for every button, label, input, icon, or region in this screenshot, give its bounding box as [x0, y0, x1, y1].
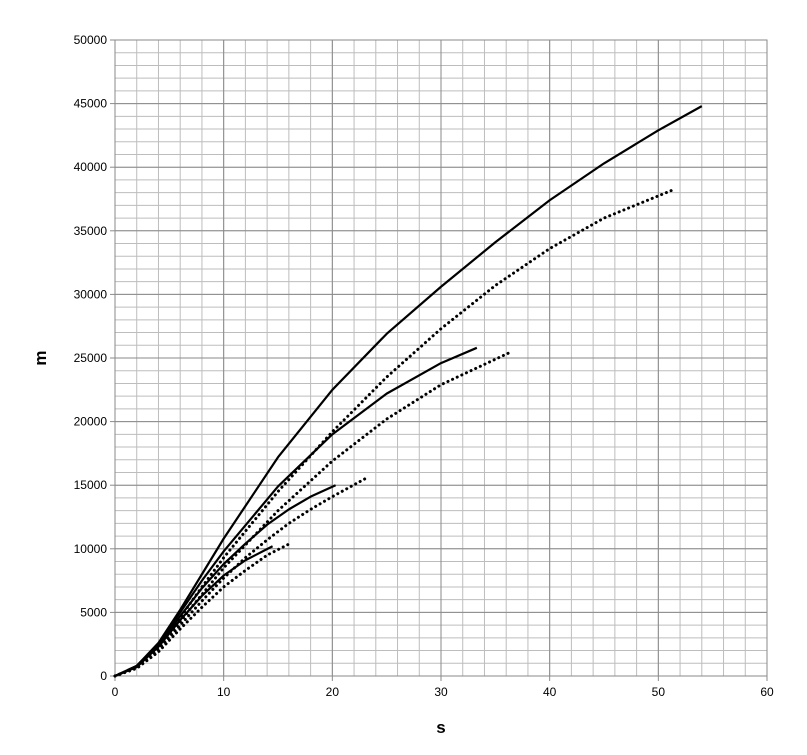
x-tick-label: 10	[217, 685, 231, 699]
series-line	[113, 540, 294, 678]
x-tick-label: 20	[326, 685, 340, 699]
x-tick-label: 0	[112, 685, 119, 699]
y-tick-label: 45000	[74, 97, 108, 111]
y-tick-label: 20000	[74, 415, 108, 429]
series-line	[114, 105, 703, 677]
x-tick-label: 40	[543, 685, 557, 699]
x-axis-label: s	[436, 718, 445, 737]
series-line	[113, 477, 367, 678]
y-tick-label: 35000	[74, 224, 108, 238]
y-tick-label: 25000	[74, 351, 108, 365]
x-tick-label: 50	[652, 685, 666, 699]
y-tick-label: 50000	[74, 33, 108, 47]
series-line	[113, 350, 514, 678]
plot-border	[114, 39, 768, 677]
y-tick-label: 30000	[74, 287, 108, 301]
x-tick-label: 30	[434, 685, 448, 699]
y-tick-label: 0	[100, 669, 107, 683]
series-line	[114, 545, 274, 678]
y-tick-label: 10000	[74, 542, 108, 556]
y-axis-label: m	[31, 350, 50, 365]
y-tick-label: 5000	[80, 605, 107, 619]
x-tick-label: 60	[760, 685, 774, 699]
y-tick-label: 40000	[74, 160, 108, 174]
y-tick-label: 15000	[74, 478, 108, 492]
